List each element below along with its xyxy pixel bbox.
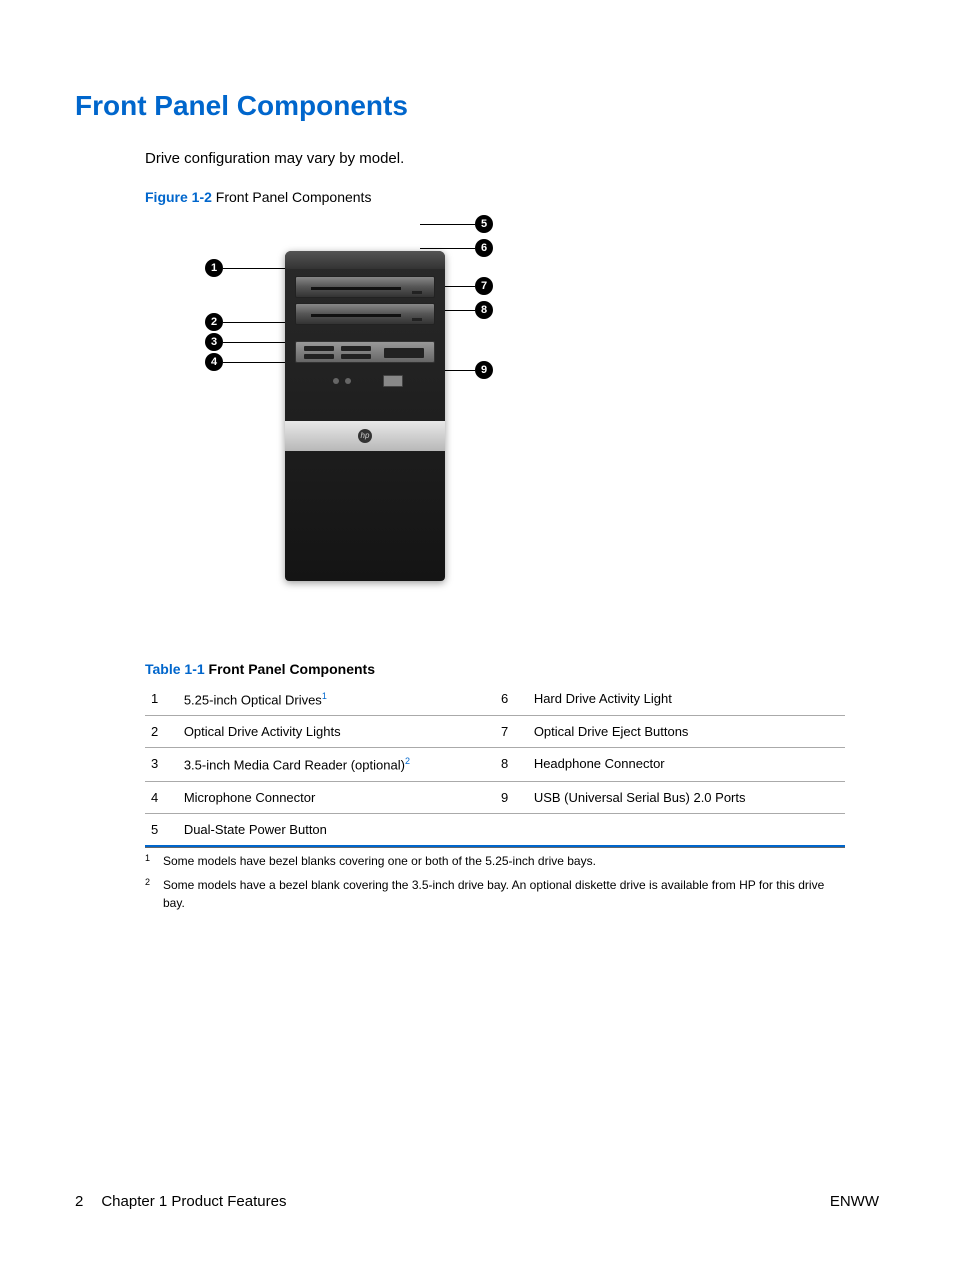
table-caption: Table 1-1 Front Panel Components	[145, 661, 879, 677]
footnote-ref: 1	[322, 691, 327, 701]
page-footer: 2 Chapter 1 Product Features ENWW	[75, 1193, 879, 1210]
component-number	[495, 813, 528, 846]
optical-drive-2	[295, 303, 435, 325]
page-number: 2	[75, 1193, 83, 1210]
callout-2: 2	[205, 313, 223, 331]
callout-9: 9	[475, 361, 493, 379]
callout-number: 2	[205, 313, 223, 331]
chapter-label: Chapter 1 Product Features	[101, 1193, 286, 1210]
callout-5: 5	[475, 215, 493, 233]
component-number: 7	[495, 716, 528, 748]
component-number: 5	[145, 813, 178, 846]
front-panel-diagram: 1234 56789 hp	[195, 221, 535, 601]
component-description: USB (Universal Serial Bus) 2.0 Ports	[528, 781, 845, 813]
component-number: 6	[495, 683, 528, 716]
component-number: 4	[145, 781, 178, 813]
figure-caption: Figure 1-2 Front Panel Components	[145, 189, 879, 205]
figure-caption-text: Front Panel Components	[216, 189, 372, 205]
footnote-number: 2	[145, 876, 163, 912]
component-description: 5.25-inch Optical Drives1	[178, 683, 495, 716]
component-description: Hard Drive Activity Light	[528, 683, 845, 716]
callout-1: 1	[205, 259, 223, 277]
table-prefix: Table 1-1	[145, 661, 205, 677]
table-row: 5Dual-State Power Button	[145, 813, 845, 846]
component-description: Optical Drive Eject Buttons	[528, 716, 845, 748]
media-card-reader	[295, 341, 435, 363]
component-number: 8	[495, 748, 528, 781]
footnote-text: Some models have bezel blanks covering o…	[163, 852, 845, 870]
callout-number: 6	[475, 239, 493, 257]
components-table: 15.25-inch Optical Drives16Hard Drive Ac…	[145, 683, 845, 847]
footnote: 2Some models have a bezel blank covering…	[145, 876, 845, 912]
footnote-ref: 2	[405, 756, 410, 766]
component-number: 2	[145, 716, 178, 748]
component-description	[528, 813, 845, 846]
front-port-panel	[315, 373, 415, 389]
footnote-text: Some models have a bezel blank covering …	[163, 876, 845, 912]
table-row: 4Microphone Connector9USB (Universal Ser…	[145, 781, 845, 813]
table-row: 33.5-inch Media Card Reader (optional)28…	[145, 748, 845, 781]
callout-number: 4	[205, 353, 223, 371]
brand-strip: hp	[285, 421, 445, 451]
footnote-number: 1	[145, 852, 163, 870]
footnotes: 1Some models have bezel blanks covering …	[145, 847, 845, 912]
hp-logo-icon: hp	[358, 429, 372, 443]
computer-tower-illustration: hp	[285, 251, 445, 581]
component-description: Headphone Connector	[528, 748, 845, 781]
component-number: 1	[145, 683, 178, 716]
figure-prefix: Figure 1-2	[145, 189, 212, 205]
footer-right-label: ENWW	[830, 1193, 879, 1210]
callout-number: 9	[475, 361, 493, 379]
callout-6: 6	[475, 239, 493, 257]
table-row: 15.25-inch Optical Drives16Hard Drive Ac…	[145, 683, 845, 716]
callout-number: 3	[205, 333, 223, 351]
optical-drive-1	[295, 276, 435, 298]
component-description: Microphone Connector	[178, 781, 495, 813]
table-title: Front Panel Components	[209, 661, 375, 677]
component-number: 9	[495, 781, 528, 813]
component-number: 3	[145, 748, 178, 781]
table-row: 2Optical Drive Activity Lights7Optical D…	[145, 716, 845, 748]
intro-text: Drive configuration may vary by model.	[145, 150, 879, 167]
component-description: Optical Drive Activity Lights	[178, 716, 495, 748]
component-description: Dual-State Power Button	[178, 813, 495, 846]
footnote: 1Some models have bezel blanks covering …	[145, 852, 845, 870]
callout-number: 7	[475, 277, 493, 295]
page-heading: Front Panel Components	[75, 90, 879, 122]
callout-number: 8	[475, 301, 493, 319]
component-description: 3.5-inch Media Card Reader (optional)2	[178, 748, 495, 781]
callout-3: 3	[205, 333, 223, 351]
callout-8: 8	[475, 301, 493, 319]
callout-number: 5	[475, 215, 493, 233]
callout-number: 1	[205, 259, 223, 277]
callout-4: 4	[205, 353, 223, 371]
callout-7: 7	[475, 277, 493, 295]
